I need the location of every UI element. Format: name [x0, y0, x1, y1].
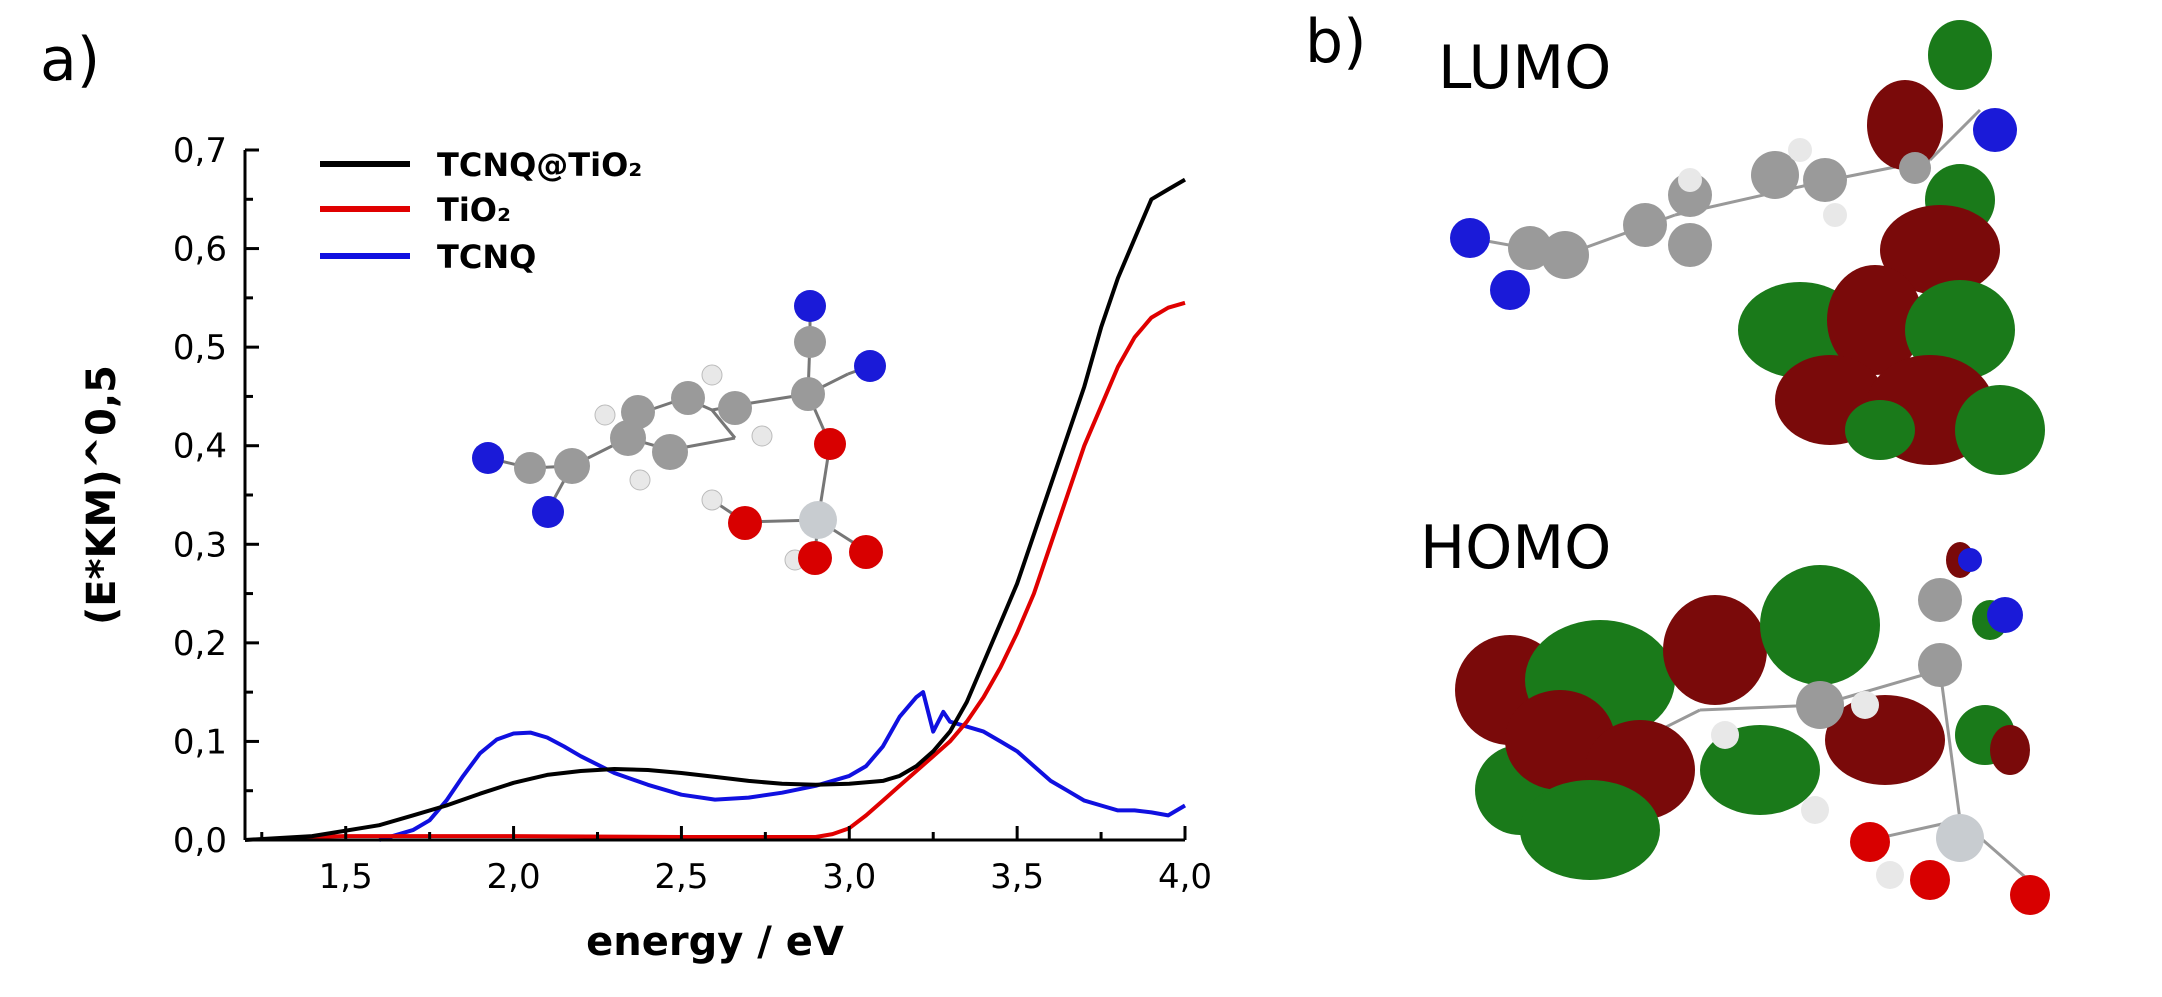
lumo-label: LUMO	[1438, 33, 1611, 103]
x-tick-label: 1,5	[319, 857, 373, 897]
y-tick-label: 0,0	[173, 821, 227, 861]
y-tick-label: 0,3	[173, 525, 227, 565]
x-tick-label: 4,0	[1158, 857, 1212, 897]
homo-label: HOMO	[1420, 513, 1611, 583]
x-tick-label: 3,0	[822, 857, 876, 897]
y-tick-label: 0,7	[173, 131, 227, 171]
legend-label-tcnq-tio2: TCNQ@TiO₂	[437, 146, 642, 184]
panel-b-label: b)	[1305, 7, 1367, 77]
series-line-tcnq-tio2	[244, 177, 1187, 842]
y-tick-label: 0,2	[173, 624, 227, 664]
y-ticks: 0,0 0,1 0,2 0,3 0,4 0,5 0,6 0,7	[173, 131, 259, 861]
y-tick-label: 0,5	[173, 328, 227, 368]
legend-label-tcnq: TCNQ	[437, 238, 536, 276]
legend-label-tio2: TiO₂	[437, 191, 511, 229]
series-line-tcnq	[378, 690, 1187, 842]
series-line-tio2	[305, 300, 1186, 839]
plot-lines	[244, 177, 1187, 842]
y-tick-label: 0,4	[173, 427, 227, 467]
lumo-orbital-image	[1450, 20, 2045, 475]
panel-a-label: a)	[40, 25, 100, 95]
x-tick-label: 2,5	[654, 857, 708, 897]
x-tick-label: 3,5	[990, 857, 1044, 897]
y-tick-label: 0,6	[173, 230, 227, 270]
x-tick-label: 2,0	[487, 857, 541, 897]
chart-legend: TCNQ@TiO₂ TiO₂ TCNQ	[320, 146, 642, 276]
x-ticks: 1,5 2,0 2,5 3,0 3,5 4,0	[260, 826, 1212, 897]
y-tick-label: 0,1	[173, 722, 227, 762]
homo-orbital-image	[1455, 542, 2050, 915]
inset-molecule-image	[472, 290, 886, 575]
absorption-chart: 1,5 2,0 2,5 3,0 3,5 4,0 0,0 0,1 0,2 0,3 0,4 0,5 0,6…	[79, 131, 1212, 965]
x-axis-title: energy / eV	[586, 919, 844, 965]
y-axis-title: (E*KM)^0,5	[79, 365, 125, 625]
